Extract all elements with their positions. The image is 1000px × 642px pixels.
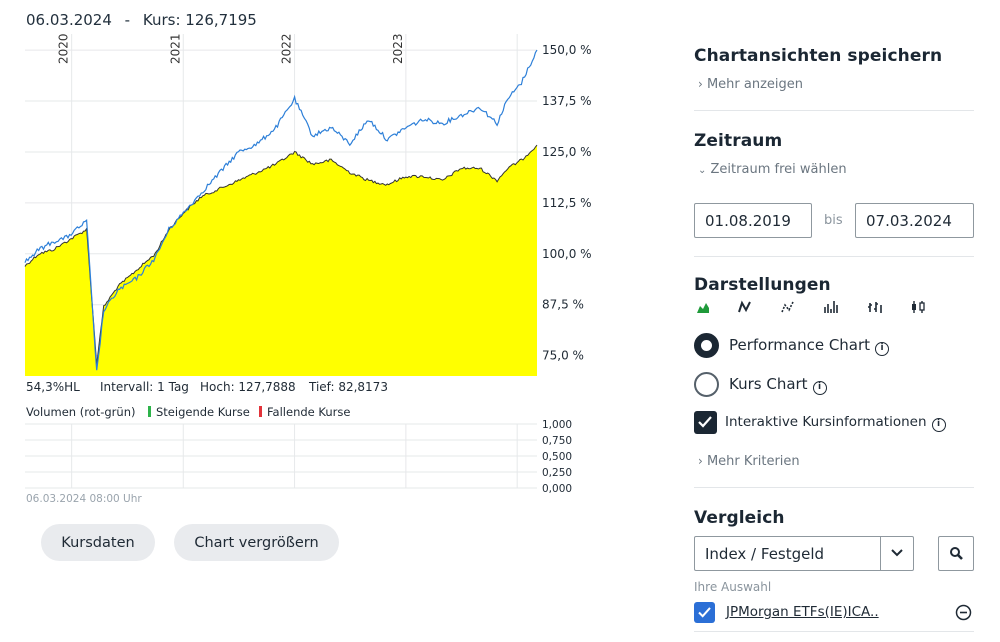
divider — [694, 110, 974, 111]
volume-tick-label: 0,000 — [542, 483, 572, 495]
dotted-line-chart-icon[interactable] — [780, 300, 796, 314]
period-title: Zeitraum — [694, 131, 783, 151]
ohlc-bars-icon[interactable] — [823, 300, 839, 314]
interactive-info-option[interactable]: Interaktive Kursinformationen i — [725, 414, 946, 432]
check-icon — [698, 607, 711, 618]
performance-chart[interactable]: 2020 2021 2022 2023 150,0 % 137,5 % 125,0 % 11… — [0, 0, 600, 500]
hlc-bars-icon[interactable] — [867, 300, 883, 314]
kurs-chart-radio[interactable] — [694, 372, 719, 397]
more-show-label: Mehr anzeigen — [706, 77, 804, 92]
stat-high: Hoch: 127,7888 — [200, 380, 296, 394]
line-chart-icon[interactable] — [737, 300, 753, 314]
date-to-input[interactable] — [855, 203, 974, 238]
legend-falling: Fallende Kurse — [259, 405, 350, 419]
selected-item-checkbox[interactable] — [694, 602, 715, 623]
compare-select[interactable]: Index / Festgeld — [694, 536, 914, 571]
area-chart-icon[interactable] — [696, 300, 712, 314]
kurs-chart-label: Kurs Chart — [729, 375, 808, 393]
rising-marker — [148, 406, 151, 417]
headline-price: Kurs: 126,7195 — [142, 11, 257, 29]
save-views-title: Chartansichten speichern — [694, 46, 943, 66]
chevron-right-icon: › — [698, 454, 703, 468]
remove-circle-icon[interactable] — [955, 604, 972, 621]
chevron-down-icon: ⌄ — [698, 165, 707, 176]
y-tick-label: 150,0 % — [542, 43, 592, 57]
chevron-right-icon: › — [698, 77, 703, 91]
volume-tick-label: 0,750 — [542, 435, 572, 447]
y-tick-label: 125,0 % — [542, 145, 592, 159]
search-button[interactable] — [938, 536, 974, 571]
display-title: Darstellungen — [694, 275, 831, 295]
chevron-down-icon — [891, 549, 903, 557]
falling-marker — [259, 406, 262, 417]
volume-tick-label: 1,000 — [542, 419, 572, 431]
legend-rising: Steigende Kurse — [148, 405, 250, 419]
performance-chart-radio[interactable] — [694, 333, 719, 358]
performance-line — [24, 144, 538, 365]
legend-volume: Volumen (rot-grün) — [26, 405, 136, 419]
x-tick-label: 2022 — [280, 33, 294, 64]
legend-rising-label: Steigende Kurse — [156, 405, 250, 419]
stat-hl: 54,3%HL — [26, 380, 80, 394]
selected-item-link[interactable]: JPMorgan ETFs(IE)ICA.. — [726, 604, 879, 620]
more-criteria-link[interactable]: › Mehr Kriterien — [698, 454, 800, 469]
divider — [694, 256, 974, 257]
legend-falling-label: Fallende Kurse — [267, 405, 351, 419]
x-tick-label: 2023 — [391, 33, 405, 64]
candlestick-icon[interactable] — [910, 300, 926, 314]
more-show-link[interactable]: › Mehr anzeigen — [698, 77, 803, 92]
chart-enlarge-button[interactable]: Chart vergrößern — [174, 524, 339, 561]
search-icon — [950, 547, 963, 560]
date-from-input[interactable] — [694, 203, 812, 238]
performance-area — [25, 145, 537, 376]
stat-interval: Intervall: 1 Tag — [100, 380, 189, 394]
interactive-info-label: Interaktive Kursinformationen — [725, 414, 927, 430]
divider — [694, 631, 974, 632]
interactive-info-checkbox[interactable] — [694, 411, 717, 434]
compare-select-value: Index / Festgeld — [705, 545, 825, 563]
stat-low: Tief: 82,8173 — [309, 380, 388, 394]
headline-separator: - — [124, 11, 131, 29]
y-tick-label: 87,5 % — [542, 298, 584, 312]
comparison-line — [24, 49, 538, 371]
y-tick-label: 100,0 % — [542, 247, 592, 261]
performance-chart-label: Performance Chart — [729, 336, 871, 354]
y-tick-label: 75,0 % — [542, 349, 584, 363]
check-icon — [698, 416, 712, 428]
period-free-toggle[interactable]: ⌄ Zeitraum frei wählen — [698, 162, 847, 177]
select-divider — [880, 537, 881, 570]
date-separator: bis — [824, 213, 843, 228]
x-tick-label: 2020 — [57, 33, 71, 64]
headline-date: 06.03.2024 — [26, 11, 112, 29]
y-tick-label: 137,5 % — [542, 94, 592, 108]
more-criteria-label: Mehr Kriterien — [706, 454, 800, 469]
period-free-label: Zeitraum frei wählen — [710, 162, 847, 177]
your-selection-label: Ihre Auswahl — [694, 580, 772, 594]
y-tick-label: 112,5 % — [542, 196, 592, 210]
divider — [694, 487, 974, 488]
volume-tick-label: 0,500 — [542, 451, 572, 463]
performance-chart-option[interactable]: Performance Chart i — [729, 336, 890, 356]
compare-title: Vergleich — [694, 508, 785, 528]
info-icon[interactable]: i — [931, 418, 946, 432]
kursdaten-button[interactable]: Kursdaten — [41, 524, 155, 561]
info-icon[interactable]: i — [812, 381, 827, 395]
chart-timestamp: 06.03.2024 08:00 Uhr — [26, 493, 142, 505]
info-icon[interactable]: i — [875, 342, 890, 356]
chart-headline: 06.03.2024 - Kurs: 126,7195 — [26, 11, 257, 29]
kurs-chart-option[interactable]: Kurs Chart i — [729, 375, 827, 395]
volume-tick-label: 0,250 — [542, 467, 572, 479]
x-tick-label: 2021 — [168, 33, 182, 64]
